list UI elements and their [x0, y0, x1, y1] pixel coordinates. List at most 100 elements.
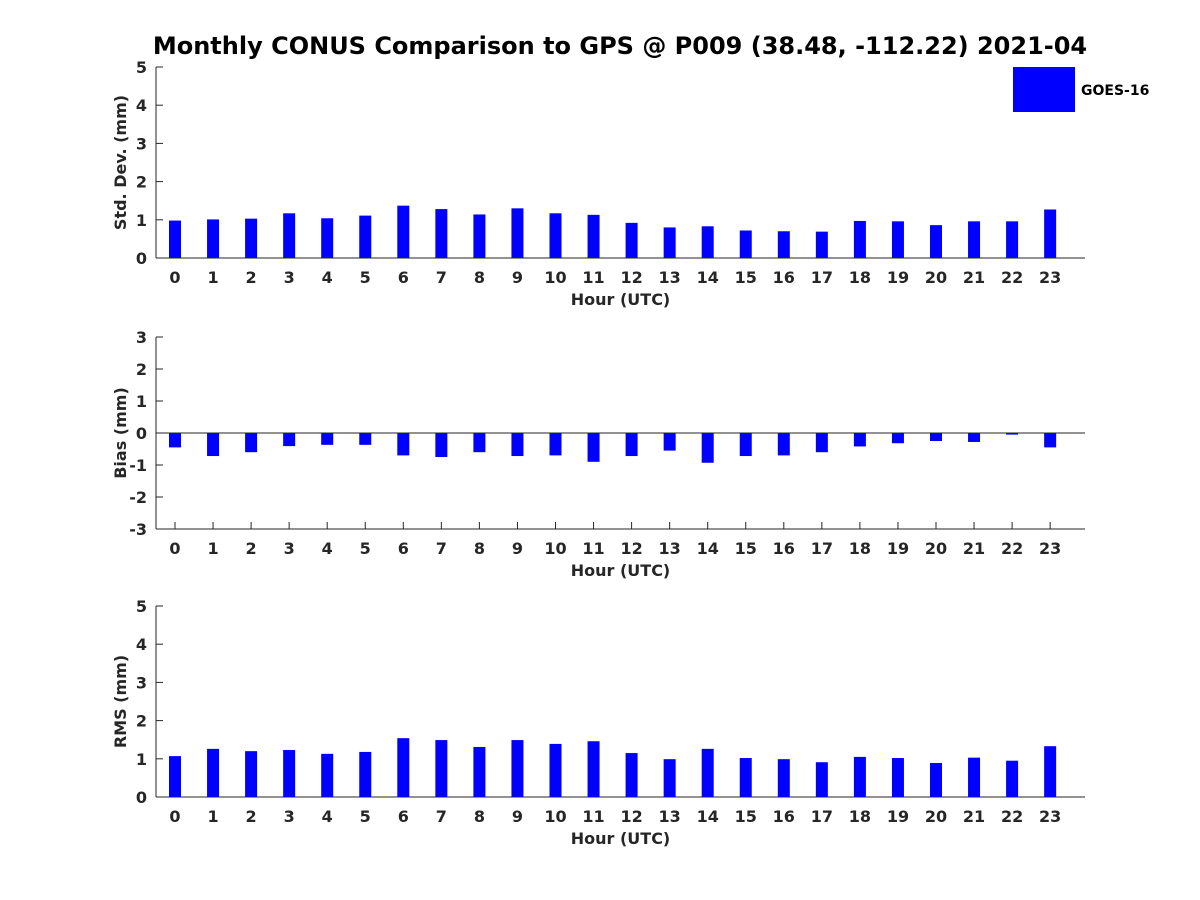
bar-bias-1 [207, 433, 220, 457]
chart-title: Monthly CONUS Comparison to GPS @ P009 (… [153, 32, 1087, 60]
bar-bias-16 [777, 433, 790, 456]
x-tick-label: 17 [811, 539, 833, 558]
bar-bias-11 [587, 433, 600, 462]
x-tick-label: 18 [849, 539, 871, 558]
x-tick-label: 0 [169, 268, 180, 287]
x-tick-label: 1 [207, 807, 218, 826]
y-tick-label: 3 [136, 134, 147, 153]
y-tick-label: 4 [136, 96, 147, 115]
bar-rms-16 [777, 759, 790, 797]
x-tick-label: 16 [773, 807, 795, 826]
bar-std-12 [625, 222, 638, 258]
y-axis-label: Bias (mm) [111, 387, 130, 479]
bar-std-5 [359, 215, 372, 258]
bar-bias-4 [321, 433, 334, 445]
bar-rms-1 [207, 748, 220, 797]
bar-rms-7 [435, 740, 448, 797]
bar-bias-10 [549, 433, 562, 456]
bar-rms-14 [701, 748, 714, 797]
x-tick-label: 3 [284, 807, 295, 826]
bar-std-22 [1006, 221, 1019, 258]
x-tick-label: 8 [474, 539, 485, 558]
bar-rms-2 [245, 751, 258, 797]
x-tick-label: 21 [963, 807, 985, 826]
y-tick-label: 3 [136, 673, 147, 692]
bar-rms-9 [511, 740, 524, 797]
x-tick-label: 7 [436, 807, 447, 826]
bar-rms-22 [1006, 760, 1019, 797]
bar-std-0 [169, 220, 181, 258]
x-tick-label: 1 [207, 539, 218, 558]
y-tick-label: -3 [129, 520, 147, 539]
x-tick-label: 18 [849, 807, 871, 826]
x-tick-label: 11 [582, 807, 604, 826]
bar-rms-19 [891, 758, 904, 797]
y-axis-label: RMS (mm) [111, 655, 130, 748]
bar-std-19 [891, 221, 904, 258]
y-tick-label: 3 [136, 328, 147, 347]
x-tick-label: 15 [735, 539, 757, 558]
bar-std-6 [397, 205, 410, 258]
bar-bias-14 [701, 433, 714, 463]
y-tick-label: 2 [136, 712, 147, 731]
y-tick-label: 5 [136, 597, 147, 616]
bar-bias-12 [625, 433, 638, 457]
bar-rms-3 [283, 750, 296, 797]
x-tick-label: 1 [207, 268, 218, 287]
bar-std-11 [587, 214, 600, 258]
x-tick-label: 19 [887, 539, 909, 558]
bar-std-10 [549, 213, 562, 258]
bar-rms-17 [815, 762, 828, 797]
bar-std-4 [321, 218, 334, 258]
bar-bias-20 [930, 433, 942, 441]
x-tick-label: 6 [398, 268, 409, 287]
x-tick-label: 22 [1001, 807, 1023, 826]
x-tick-label: 9 [512, 268, 523, 287]
x-tick-label: 21 [963, 268, 985, 287]
x-tick-label: 5 [360, 539, 371, 558]
x-tick-label: 2 [246, 539, 257, 558]
y-tick-label: 0 [136, 424, 147, 443]
x-tick-label: 10 [544, 807, 566, 826]
bar-std-3 [283, 213, 296, 258]
x-tick-label: 13 [659, 539, 681, 558]
y-tick-label: 2 [136, 360, 147, 379]
x-tick-label: 10 [544, 268, 566, 287]
bar-std-20 [930, 225, 942, 258]
x-tick-label: 3 [284, 268, 295, 287]
x-tick-label: 9 [512, 539, 523, 558]
bar-std-2 [245, 218, 258, 258]
bar-bias-13 [663, 433, 676, 451]
bar-rms-0 [169, 756, 181, 797]
bar-bias-23 [1044, 433, 1057, 448]
bar-std-14 [701, 226, 714, 258]
bar-rms-15 [739, 758, 752, 797]
y-tick-label: -1 [129, 456, 147, 475]
x-tick-label: 19 [887, 268, 909, 287]
bar-bias-6 [397, 433, 410, 456]
x-tick-label: 23 [1039, 807, 1061, 826]
x-tick-label: 22 [1001, 539, 1023, 558]
x-tick-label: 4 [322, 807, 333, 826]
x-tick-label: 11 [582, 539, 604, 558]
x-tick-label: 14 [697, 539, 719, 558]
bar-std-8 [473, 214, 486, 258]
bar-std-9 [511, 208, 524, 258]
x-tick-label: 12 [620, 807, 642, 826]
x-tick-label: 14 [697, 807, 719, 826]
bar-bias-18 [853, 433, 866, 447]
y-tick-label: 1 [136, 750, 147, 769]
x-tick-label: 16 [773, 268, 795, 287]
legend-swatch [1013, 67, 1075, 112]
x-tick-label: 17 [811, 268, 833, 287]
bar-bias-15 [739, 433, 752, 457]
bar-std-23 [1044, 209, 1057, 258]
bar-rms-23 [1044, 746, 1057, 797]
bar-std-13 [663, 227, 676, 258]
y-tick-label: 0 [136, 788, 147, 807]
bar-std-15 [739, 230, 752, 258]
